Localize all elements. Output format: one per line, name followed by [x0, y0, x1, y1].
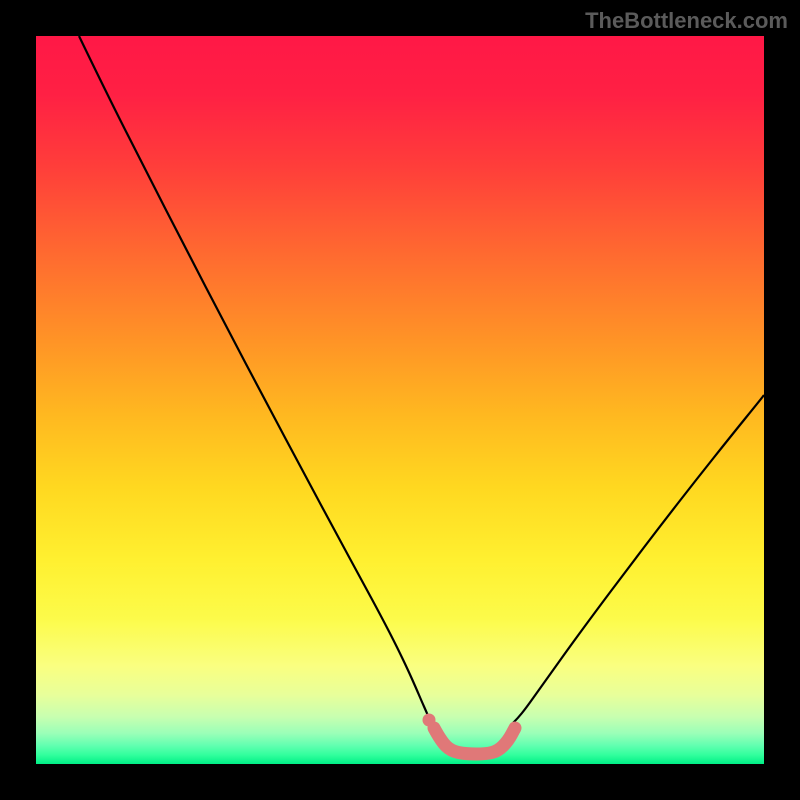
right-curve: [513, 395, 764, 723]
watermark-text: TheBottleneck.com: [585, 8, 788, 34]
curve-overlay: [36, 36, 764, 764]
bottom-marker-dot: [423, 714, 436, 727]
plot-area: [36, 36, 764, 764]
bottom-marker-path: [434, 728, 515, 754]
left-curve: [79, 36, 431, 723]
